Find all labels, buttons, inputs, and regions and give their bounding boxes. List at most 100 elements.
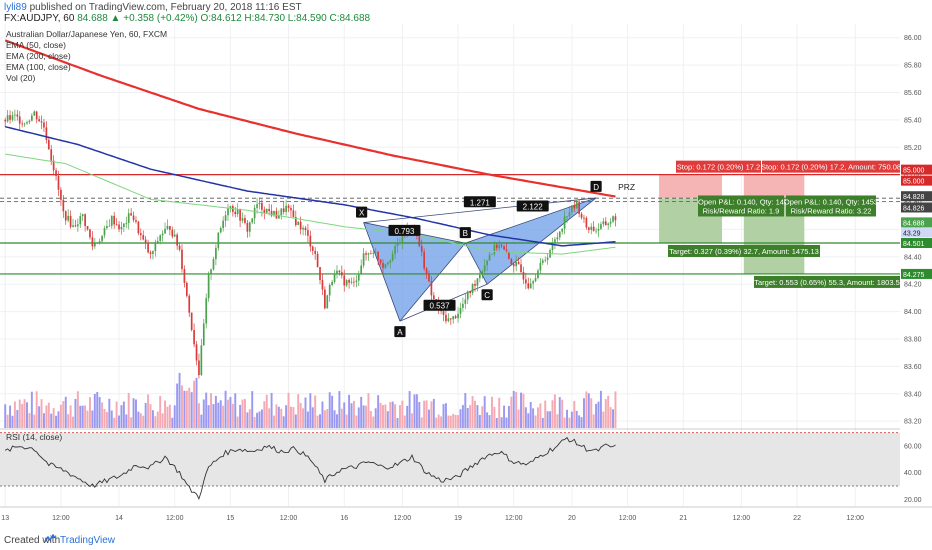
candle-body bbox=[120, 226, 123, 230]
volume-bar bbox=[430, 401, 433, 428]
volume-bar bbox=[323, 410, 326, 428]
volume-bar bbox=[289, 406, 292, 428]
candle-body bbox=[50, 149, 53, 161]
volume-bar bbox=[524, 407, 527, 428]
candle-body bbox=[106, 226, 108, 229]
volume-bar bbox=[11, 415, 14, 428]
candle-body bbox=[60, 189, 62, 200]
candle-body bbox=[558, 231, 561, 238]
volume-bar bbox=[144, 402, 147, 428]
volume-bar bbox=[275, 404, 278, 428]
candle-body bbox=[227, 208, 229, 216]
time-tick-label: 16 bbox=[340, 515, 348, 522]
candle-body bbox=[314, 250, 317, 254]
candle-body bbox=[55, 170, 57, 177]
price-tick-label: 84.20 bbox=[904, 282, 922, 289]
publisher-username[interactable]: lyli89 bbox=[4, 2, 27, 13]
candle-body bbox=[587, 227, 590, 230]
volume-bar bbox=[604, 399, 607, 428]
candle-body bbox=[35, 111, 38, 120]
candle-body bbox=[377, 252, 379, 260]
price-axis[interactable]: 86.0085.8085.6085.4085.2085.0084.8084.60… bbox=[900, 24, 932, 506]
volume-bar bbox=[505, 417, 508, 428]
time-tick-label: 13 bbox=[1, 515, 9, 522]
candle-body bbox=[132, 215, 135, 221]
time-axis[interactable]: 13 12:00 14 12:00 15 12:00 16 12:00 19 12:00 20 12:… bbox=[0, 506, 932, 522]
volume-bar bbox=[28, 413, 31, 428]
candle-body bbox=[418, 236, 421, 247]
candle-body bbox=[495, 244, 498, 249]
volume-bar bbox=[147, 394, 150, 428]
volume-bar bbox=[74, 398, 77, 428]
legend-volume[interactable]: Vol (20) bbox=[6, 73, 35, 83]
volume-bar bbox=[173, 405, 176, 428]
candle-body bbox=[372, 252, 375, 254]
volume-bar bbox=[319, 414, 321, 428]
volume-bar bbox=[510, 396, 513, 428]
volume-bar bbox=[101, 402, 104, 428]
candle-body bbox=[101, 235, 103, 242]
volume-bar bbox=[197, 403, 200, 428]
volume-bar bbox=[585, 391, 588, 428]
candle-body bbox=[287, 205, 290, 209]
time-tick-label: 12:00 bbox=[505, 515, 523, 522]
candle-body bbox=[428, 273, 430, 282]
volume-bar bbox=[67, 414, 70, 428]
price-chart[interactable]: X A B C D 0.793 0.537 2.122 1.271 PRZ 86.00 85.80 8… bbox=[0, 24, 932, 529]
ema200-line bbox=[4, 39, 616, 198]
candle-body bbox=[425, 268, 428, 274]
volume-bar bbox=[551, 400, 554, 428]
price-tick-label: 83.60 bbox=[904, 364, 922, 371]
volume-bar bbox=[461, 405, 464, 428]
candle-body bbox=[602, 221, 605, 225]
candle-body bbox=[481, 271, 484, 275]
candle-body bbox=[72, 225, 74, 227]
candle-body bbox=[234, 211, 237, 215]
candle-body bbox=[340, 272, 343, 276]
candle-body bbox=[353, 281, 355, 283]
symbol-label[interactable]: FX:AUDJPY, 60 bbox=[4, 13, 75, 24]
volume-bar bbox=[171, 417, 174, 428]
volume-bar bbox=[415, 394, 418, 428]
legend-ema100[interactable]: EMA (100, close) bbox=[6, 62, 71, 72]
volume-bar bbox=[81, 405, 84, 428]
volume-bar bbox=[86, 410, 89, 428]
legend-ema50[interactable]: EMA (50, close) bbox=[6, 40, 66, 50]
candle-body bbox=[394, 246, 396, 254]
candle-body bbox=[207, 273, 210, 299]
legend-ema200[interactable]: EMA (200, close) bbox=[6, 51, 71, 61]
volume-bar bbox=[563, 417, 566, 428]
price-tick-label: 83.40 bbox=[904, 391, 922, 398]
price-tick-label: 84.40 bbox=[904, 254, 922, 261]
volume-bar bbox=[76, 391, 79, 428]
candle-body bbox=[297, 221, 300, 226]
tradingview-brand[interactable]: TradingView bbox=[60, 535, 116, 546]
candle-body bbox=[11, 115, 14, 120]
rsi-legend[interactable]: RSI (14, close) bbox=[6, 432, 62, 442]
rsi-tick-label: 60.00 bbox=[904, 444, 922, 451]
point-a-label: A bbox=[397, 328, 403, 337]
stop-box-1-line-0: Stop: 0.172 (0.20%) 17.2 bbox=[677, 163, 760, 172]
volume-bar bbox=[408, 391, 411, 428]
volume-bar bbox=[125, 414, 128, 428]
badge-stop-lower: 85.000 bbox=[903, 179, 925, 186]
volume-bar bbox=[437, 414, 440, 428]
candle-body bbox=[324, 289, 326, 309]
volume-bar bbox=[231, 403, 234, 428]
volume-bar bbox=[384, 404, 387, 428]
volume-bar bbox=[159, 395, 162, 428]
volume-bar bbox=[321, 401, 324, 428]
candle-body bbox=[595, 230, 597, 232]
pnl-box-2-line-0: Open P&L: 0.140, Qty: 1453 bbox=[784, 197, 878, 206]
candle-body bbox=[420, 246, 423, 252]
volume-bar bbox=[69, 405, 72, 428]
volume-bar bbox=[357, 407, 360, 428]
candle-body bbox=[319, 267, 321, 281]
candle-body bbox=[469, 291, 472, 294]
candle-body bbox=[304, 227, 307, 231]
candle-body bbox=[98, 241, 101, 243]
volume-bar bbox=[602, 411, 605, 428]
candle-body bbox=[139, 233, 142, 236]
candle-body bbox=[493, 244, 496, 254]
candle-body bbox=[571, 205, 573, 213]
